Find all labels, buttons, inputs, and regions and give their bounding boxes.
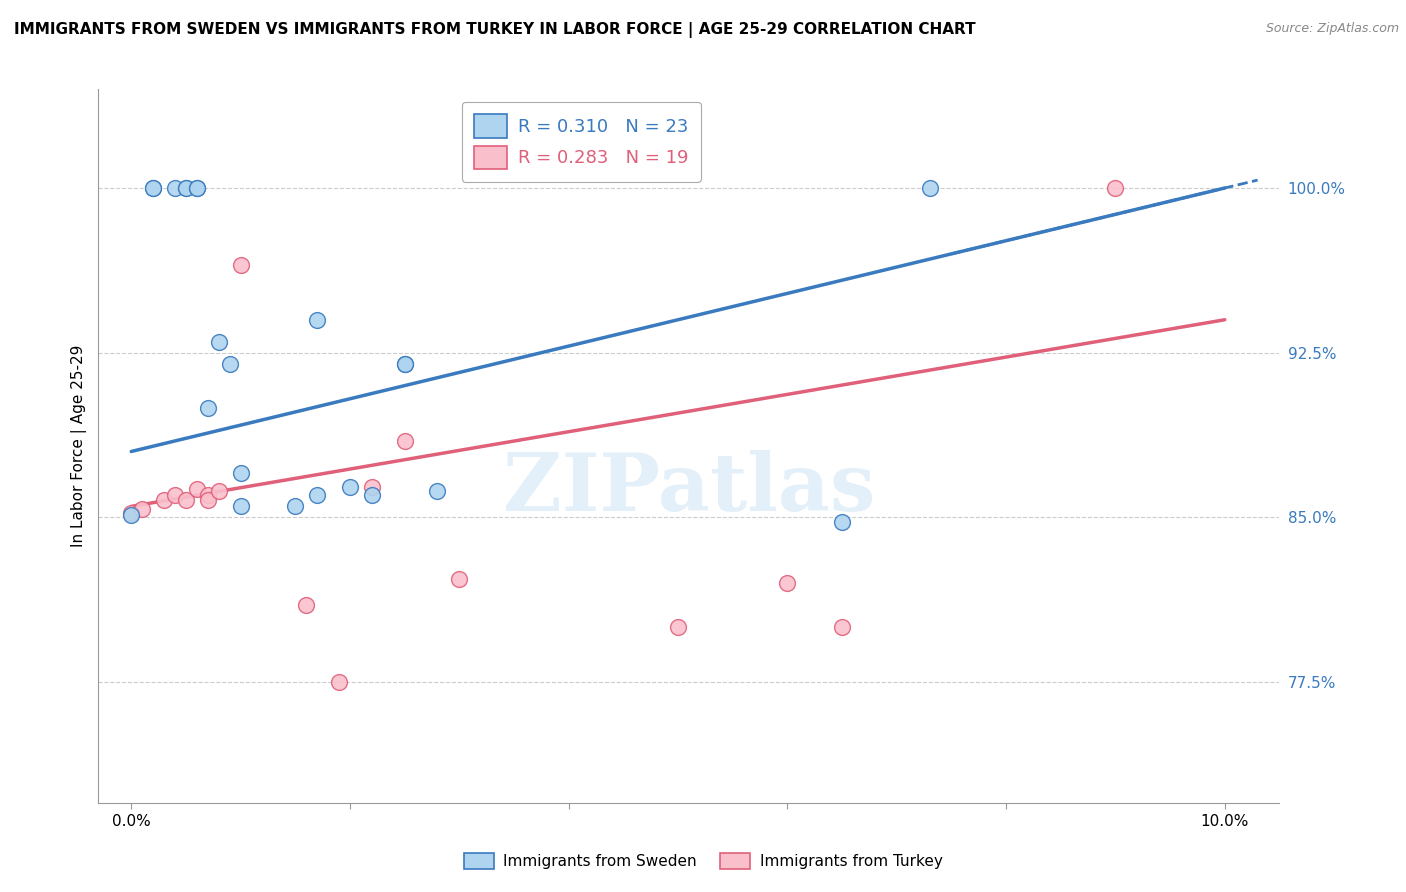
Point bbox=[186, 482, 208, 496]
Point bbox=[142, 181, 165, 195]
Point bbox=[295, 598, 318, 612]
Text: ZIPatlas: ZIPatlas bbox=[503, 450, 875, 528]
Y-axis label: In Labor Force | Age 25-29: In Labor Force | Age 25-29 bbox=[72, 345, 87, 547]
Point bbox=[131, 501, 153, 516]
Point bbox=[307, 312, 329, 326]
Text: IMMIGRANTS FROM SWEDEN VS IMMIGRANTS FROM TURKEY IN LABOR FORCE | AGE 25-29 CORR: IMMIGRANTS FROM SWEDEN VS IMMIGRANTS FRO… bbox=[14, 22, 976, 38]
Point bbox=[426, 483, 449, 498]
Point bbox=[120, 506, 142, 520]
Point bbox=[174, 181, 197, 195]
Point bbox=[918, 181, 941, 195]
Point bbox=[666, 620, 689, 634]
Point bbox=[831, 515, 853, 529]
Point bbox=[120, 508, 142, 523]
Point bbox=[229, 500, 252, 514]
Point bbox=[142, 181, 165, 195]
Point bbox=[174, 492, 197, 507]
Point bbox=[776, 576, 799, 591]
Point bbox=[229, 258, 252, 272]
Legend: R = 0.310   N = 23, R = 0.283   N = 19: R = 0.310 N = 23, R = 0.283 N = 19 bbox=[461, 102, 700, 182]
Point bbox=[208, 483, 231, 498]
Point bbox=[328, 675, 350, 690]
Point bbox=[218, 357, 240, 371]
Point bbox=[449, 572, 471, 586]
Point bbox=[197, 401, 219, 415]
Point bbox=[208, 334, 231, 349]
Point bbox=[307, 488, 329, 502]
Point bbox=[197, 488, 219, 502]
Point bbox=[360, 480, 382, 494]
Point bbox=[174, 181, 197, 195]
Point bbox=[186, 181, 208, 195]
Point bbox=[229, 467, 252, 481]
Point bbox=[831, 620, 853, 634]
Text: Source: ZipAtlas.com: Source: ZipAtlas.com bbox=[1265, 22, 1399, 36]
Point bbox=[394, 357, 416, 371]
Point bbox=[197, 492, 219, 507]
Point bbox=[163, 181, 186, 195]
Point bbox=[163, 488, 186, 502]
Point bbox=[153, 492, 176, 507]
Point bbox=[186, 181, 208, 195]
Point bbox=[394, 357, 416, 371]
Point bbox=[394, 434, 416, 448]
Point bbox=[1104, 181, 1126, 195]
Point bbox=[284, 500, 307, 514]
Legend: Immigrants from Sweden, Immigrants from Turkey: Immigrants from Sweden, Immigrants from … bbox=[457, 847, 949, 875]
Point bbox=[339, 480, 361, 494]
Point bbox=[360, 488, 382, 502]
